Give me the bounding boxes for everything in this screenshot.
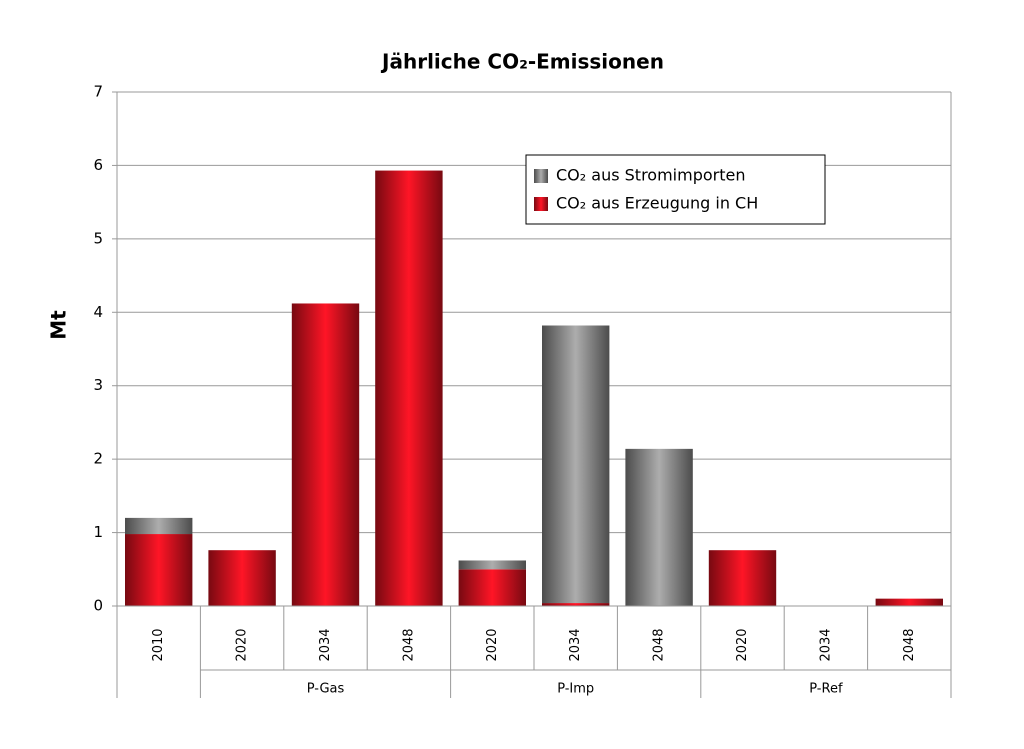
x-tick-label: 2034: [318, 628, 333, 661]
bar: [458, 560, 526, 570]
bar: [125, 534, 193, 606]
x-tick-label: 2048: [652, 628, 667, 661]
x-tick-label: 2020: [485, 628, 500, 661]
x-tick-label: 2010: [151, 628, 166, 661]
chart-title: Jährliche CO₂-Emissionen: [380, 50, 664, 74]
bar: [208, 550, 276, 606]
x-tick-label: 2020: [735, 628, 750, 661]
x-tick-label: 2034: [818, 628, 833, 661]
bar: [375, 170, 443, 606]
group-label: P-Gas: [307, 682, 345, 697]
group-label: P-Imp: [557, 682, 594, 697]
x-tick-label: 2020: [235, 628, 250, 661]
y-tick-label: 5: [93, 229, 103, 247]
y-tick-label: 6: [93, 156, 103, 174]
legend-box: [525, 154, 826, 225]
y-tick-label: 3: [93, 376, 103, 394]
legend-label: CO₂ aus Erzeugung in CH: [556, 194, 758, 213]
y-tick-label: 4: [93, 303, 103, 321]
bar: [875, 598, 943, 606]
bar: [708, 550, 777, 606]
group-label: P-Ref: [809, 682, 843, 697]
y-tick-label: 1: [93, 523, 103, 541]
bar: [291, 303, 360, 606]
y-axis-label: Mt: [47, 310, 71, 340]
y-tick-label: 7: [93, 83, 103, 101]
bar: [125, 517, 193, 535]
bar: [625, 448, 693, 606]
x-tick-label: 2048: [902, 628, 917, 661]
x-tick-label: 2034: [568, 628, 583, 661]
legend-label: CO₂ aus Stromimporten: [556, 166, 745, 185]
y-tick-label: 2: [93, 450, 103, 468]
bar: [542, 603, 610, 606]
legend-swatch: [534, 169, 548, 183]
x-tick-label: 2048: [401, 628, 416, 661]
y-tick-label: 0: [93, 597, 103, 615]
legend-swatch: [534, 197, 548, 211]
bar: [458, 569, 526, 606]
bar: [542, 325, 610, 604]
